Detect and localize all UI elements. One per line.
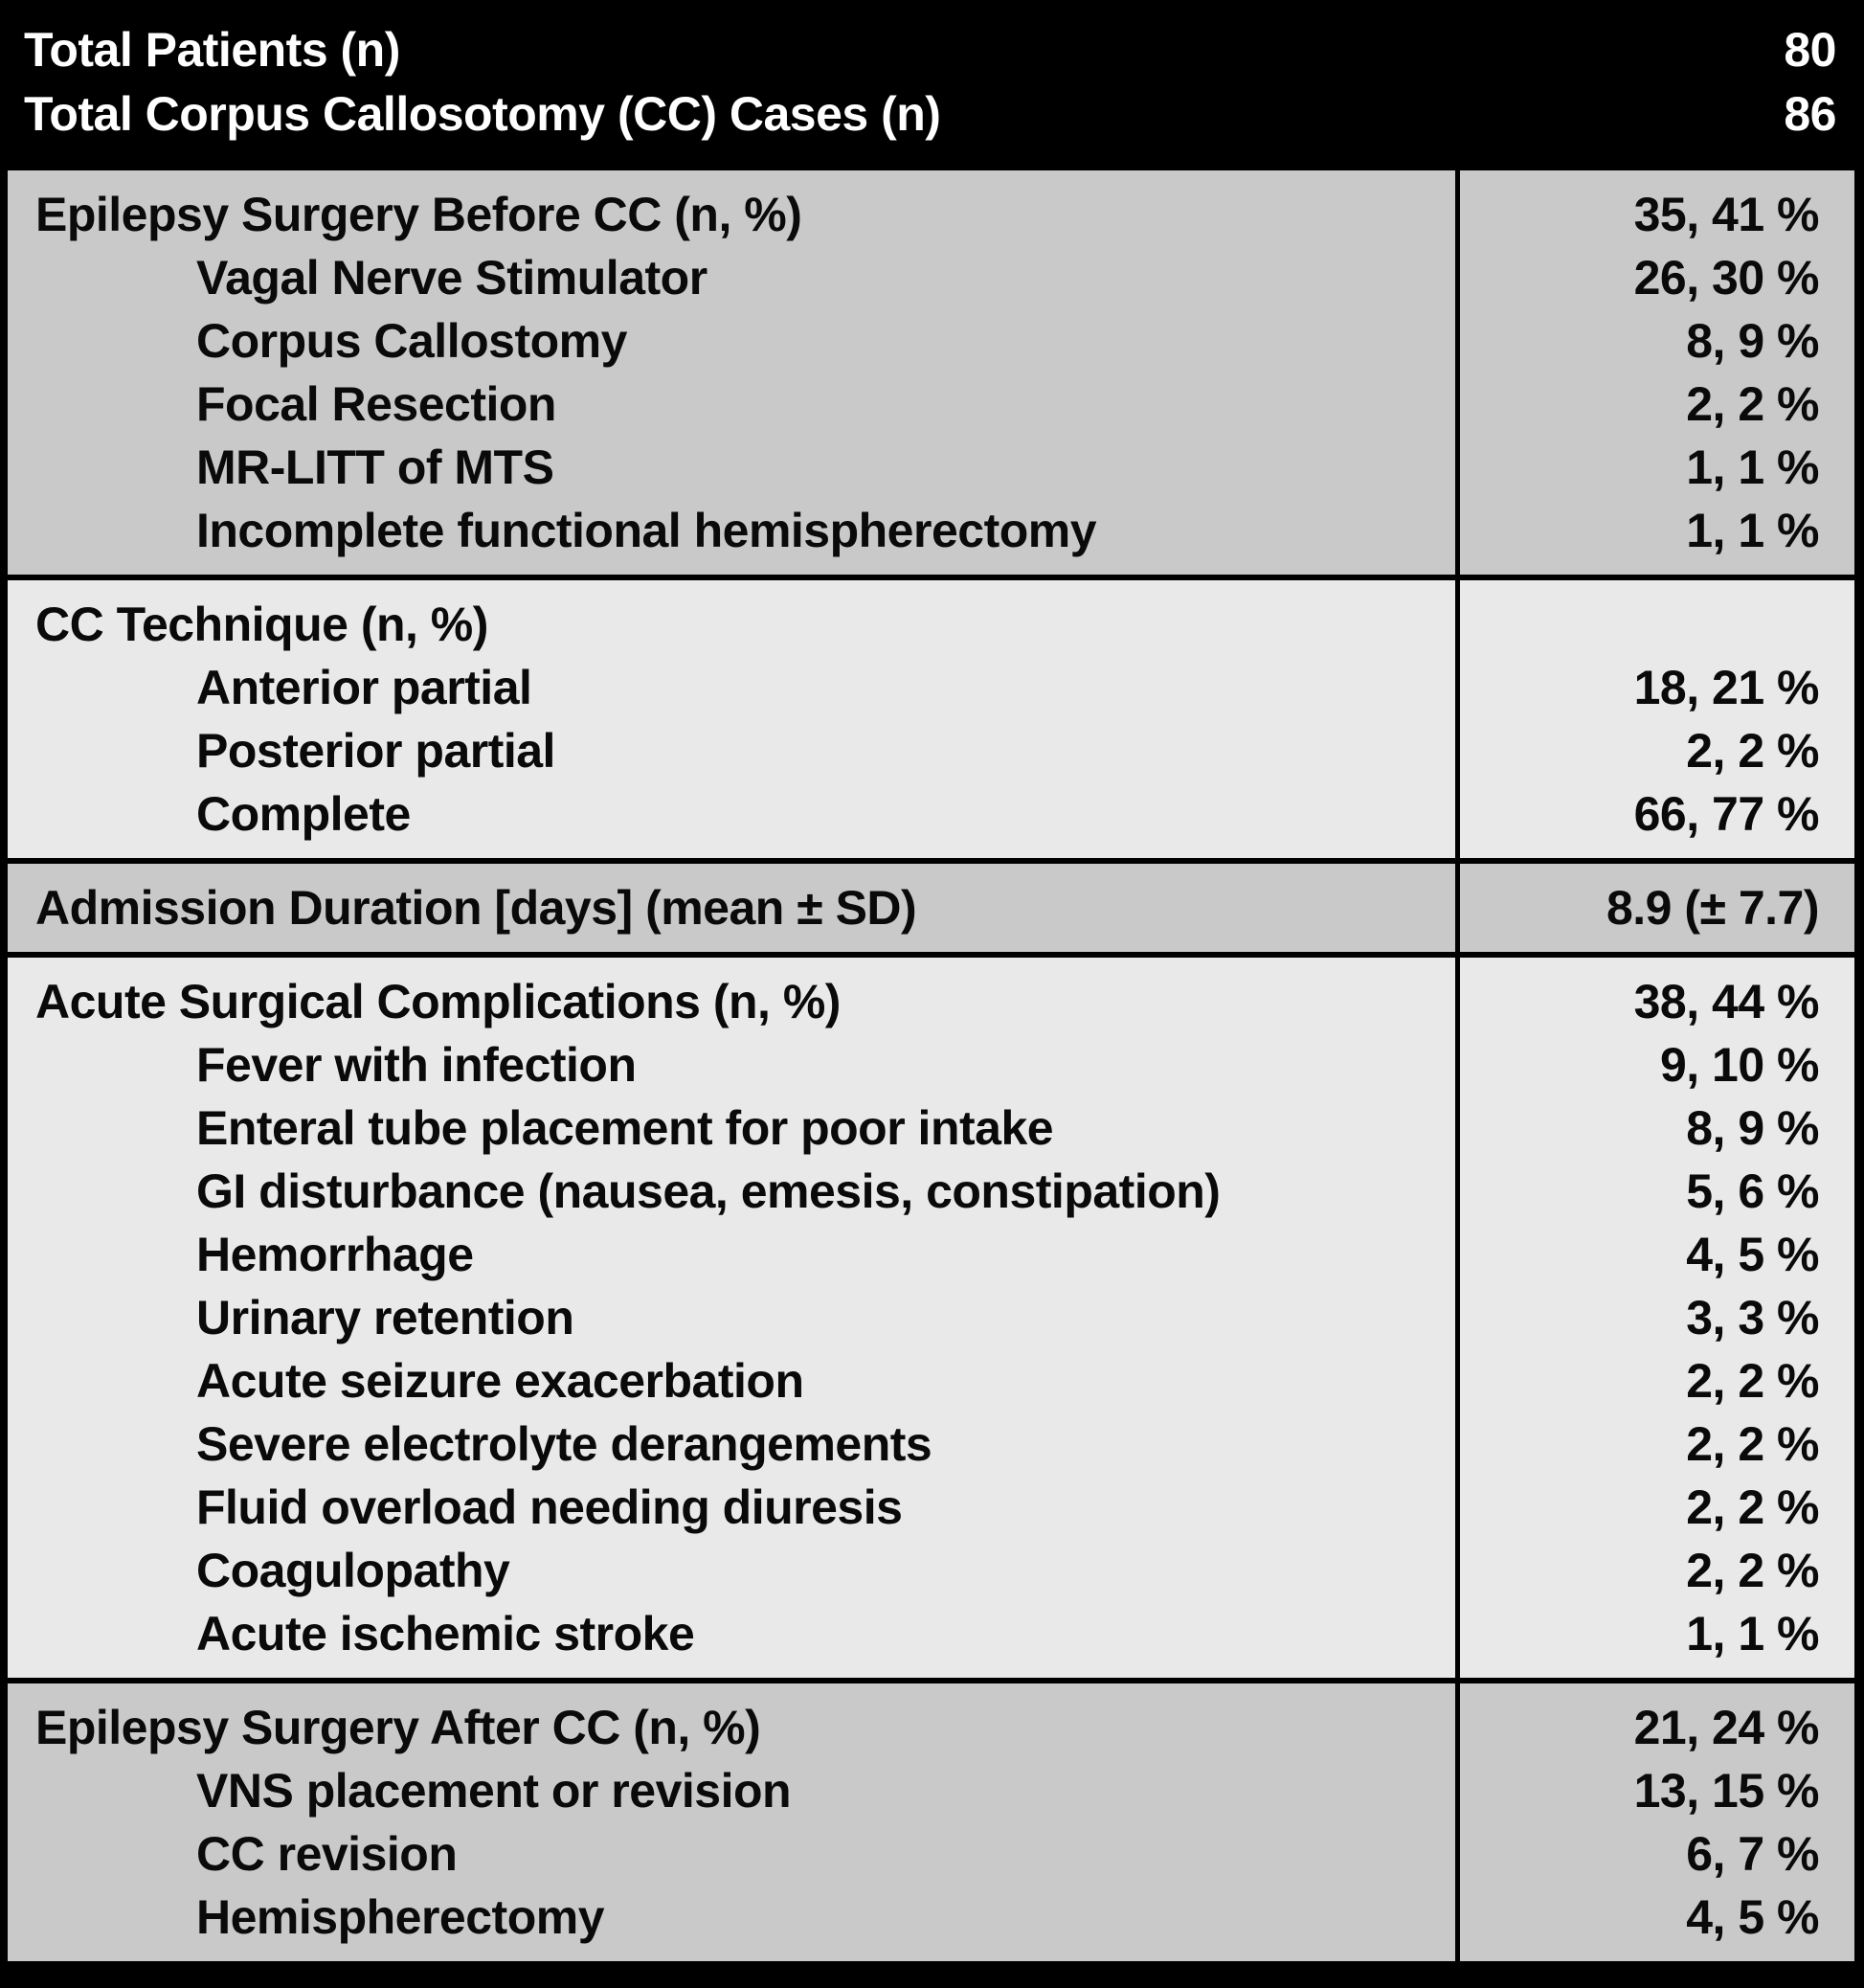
row-label: Urinary retention — [196, 1291, 574, 1344]
table-row: Enteral tube placement for poor intake 8,… — [8, 1096, 1854, 1160]
row-value: 38, 44 % — [1633, 975, 1820, 1028]
row-value: 21, 24 % — [1633, 1701, 1820, 1754]
row-label: Fever with infection — [196, 1038, 637, 1092]
row-label: Posterior partial — [196, 724, 555, 778]
table-row: CC revision 6, 7 % — [8, 1822, 1854, 1886]
table-row: Epilepsy Surgery After CC (n, %) 21, 24 % — [8, 1696, 1854, 1759]
row-value: 13, 15 % — [1633, 1764, 1820, 1818]
row-value: 6, 7 % — [1686, 1827, 1819, 1881]
row-value: 18, 21 % — [1633, 661, 1820, 714]
table-row: Hemorrhage 4, 5 % — [8, 1223, 1854, 1286]
row-label: Acute seizure exacerbation — [196, 1354, 804, 1408]
table-row: Severe electrolyte derangements 2, 2 % — [8, 1412, 1854, 1476]
row-value: 5, 6 % — [1686, 1164, 1819, 1218]
table-row: VNS placement or revision 13, 15 % — [8, 1759, 1854, 1822]
table-row: Focal Resection 2, 2 % — [8, 373, 1854, 436]
table-row: GI disturbance (nausea, emesis, constipa… — [8, 1160, 1854, 1223]
row-value: 8.9 (± 7.7) — [1606, 881, 1820, 935]
row-label: Enteral tube placement for poor intake — [196, 1101, 1054, 1155]
row-value: 2, 2 % — [1686, 1480, 1819, 1534]
table-row: Total Patients (n) 80 — [8, 17, 1854, 81]
row-label: Acute ischemic stroke — [196, 1607, 695, 1660]
row-value: 2, 2 % — [1686, 1544, 1819, 1597]
row-label: Focal Resection — [196, 377, 556, 431]
row-label: Complete — [196, 787, 411, 841]
table-row: Complete 66, 77 % — [8, 782, 1854, 846]
table-row: Posterior partial 2, 2 % — [8, 719, 1854, 782]
table-row: Acute Surgical Complications (n, %) 38, 4… — [8, 970, 1854, 1033]
row-value: 1, 1 % — [1686, 504, 1819, 557]
row-value: 86 — [1784, 86, 1836, 141]
row-value: 1, 1 % — [1686, 441, 1819, 494]
table-header: Total Patients (n) 80 Total Corpus Callo… — [8, 0, 1854, 165]
table-row: Epilepsy Surgery Before CC (n, %) 35, 41 … — [8, 183, 1854, 246]
table-row: Fluid overload needing diuresis 2, 2 % — [8, 1476, 1854, 1539]
row-value: 80 — [1784, 22, 1836, 77]
table-body: Epilepsy Surgery Before CC (n, %) 35, 41 … — [8, 165, 1854, 1961]
row-value: 8, 9 % — [1686, 1101, 1819, 1155]
row-label: Vagal Nerve Stimulator — [196, 251, 707, 305]
row-value: 8, 9 % — [1686, 314, 1819, 368]
table-section: Admission Duration [days] (mean ± SD) 8.9… — [8, 858, 1854, 952]
table-row: Vagal Nerve Stimulator 26, 30 % — [8, 246, 1854, 309]
row-label: Corpus Callostomy — [196, 314, 627, 368]
row-label: Acute Surgical Complications (n, %) — [35, 975, 841, 1028]
row-label: Hemispherectomy — [196, 1890, 605, 1944]
row-label: Severe electrolyte derangements — [196, 1417, 932, 1471]
table-row: Urinary retention 3, 3 % — [8, 1286, 1854, 1349]
table-row: Anterior partial 18, 21 % — [8, 656, 1854, 719]
row-value: 4, 5 % — [1686, 1228, 1819, 1281]
row-value: 2, 2 % — [1686, 377, 1819, 431]
table-section: Acute Surgical Complications (n, %) 38, 4… — [8, 952, 1854, 1678]
table-row: Coagulopathy 2, 2 % — [8, 1539, 1854, 1602]
row-label: VNS placement or revision — [196, 1764, 792, 1818]
table-section: CC Technique (n, %) Anterior partial 18, 2… — [8, 575, 1854, 858]
row-value: 26, 30 % — [1633, 251, 1820, 305]
row-label: Fluid overload needing diuresis — [196, 1480, 903, 1534]
table-row: Acute seizure exacerbation 2, 2 % — [8, 1349, 1854, 1412]
row-value: 66, 77 % — [1633, 787, 1820, 841]
table-row: Total Corpus Callosotomy (CC) Cases (n) … — [8, 81, 1854, 146]
row-value: 35, 41 % — [1633, 188, 1820, 241]
row-label: Hemorrhage — [196, 1228, 474, 1281]
row-label: CC revision — [196, 1827, 458, 1881]
table-section: Epilepsy Surgery Before CC (n, %) 35, 41 … — [8, 165, 1854, 575]
table-row: Admission Duration [days] (mean ± SD) 8.9… — [8, 876, 1854, 939]
row-label: CC Technique (n, %) — [35, 598, 488, 651]
table-row: MR-LITT of MTS 1, 1 % — [8, 436, 1854, 499]
row-label: GI disturbance (nausea, emesis, constipa… — [196, 1164, 1221, 1218]
row-value: 4, 5 % — [1686, 1890, 1819, 1944]
table-row: CC Technique (n, %) — [8, 593, 1854, 656]
row-value: 2, 2 % — [1686, 724, 1819, 778]
row-label: Epilepsy Surgery After CC (n, %) — [35, 1701, 761, 1754]
row-value: 2, 2 % — [1686, 1354, 1819, 1408]
row-label: Epilepsy Surgery Before CC (n, %) — [35, 188, 802, 241]
row-label: Anterior partial — [196, 661, 532, 714]
table-row: Incomplete functional hemispherectomy 1, … — [8, 499, 1854, 562]
row-value: 9, 10 % — [1659, 1038, 1820, 1092]
table-row: Fever with infection 9, 10 % — [8, 1033, 1854, 1096]
table-row: Corpus Callostomy 8, 9 % — [8, 309, 1854, 373]
row-value: 2, 2 % — [1686, 1417, 1819, 1471]
row-label: Incomplete functional hemispherectomy — [196, 504, 1097, 557]
row-value: 3, 3 % — [1686, 1291, 1819, 1344]
row-label: Admission Duration [days] (mean ± SD) — [35, 881, 917, 935]
row-value: 1, 1 % — [1686, 1607, 1819, 1660]
table-row: Acute ischemic stroke 1, 1 % — [8, 1602, 1854, 1665]
table-section: Epilepsy Surgery After CC (n, %) 21, 24 %… — [8, 1678, 1854, 1961]
row-label: Coagulopathy — [196, 1544, 510, 1597]
row-label: Total Patients (n) — [24, 22, 400, 77]
row-label: MR-LITT of MTS — [196, 441, 554, 494]
table-row: Hemispherectomy 4, 5 % — [8, 1886, 1854, 1949]
row-label: Total Corpus Callosotomy (CC) Cases (n) — [24, 86, 941, 141]
